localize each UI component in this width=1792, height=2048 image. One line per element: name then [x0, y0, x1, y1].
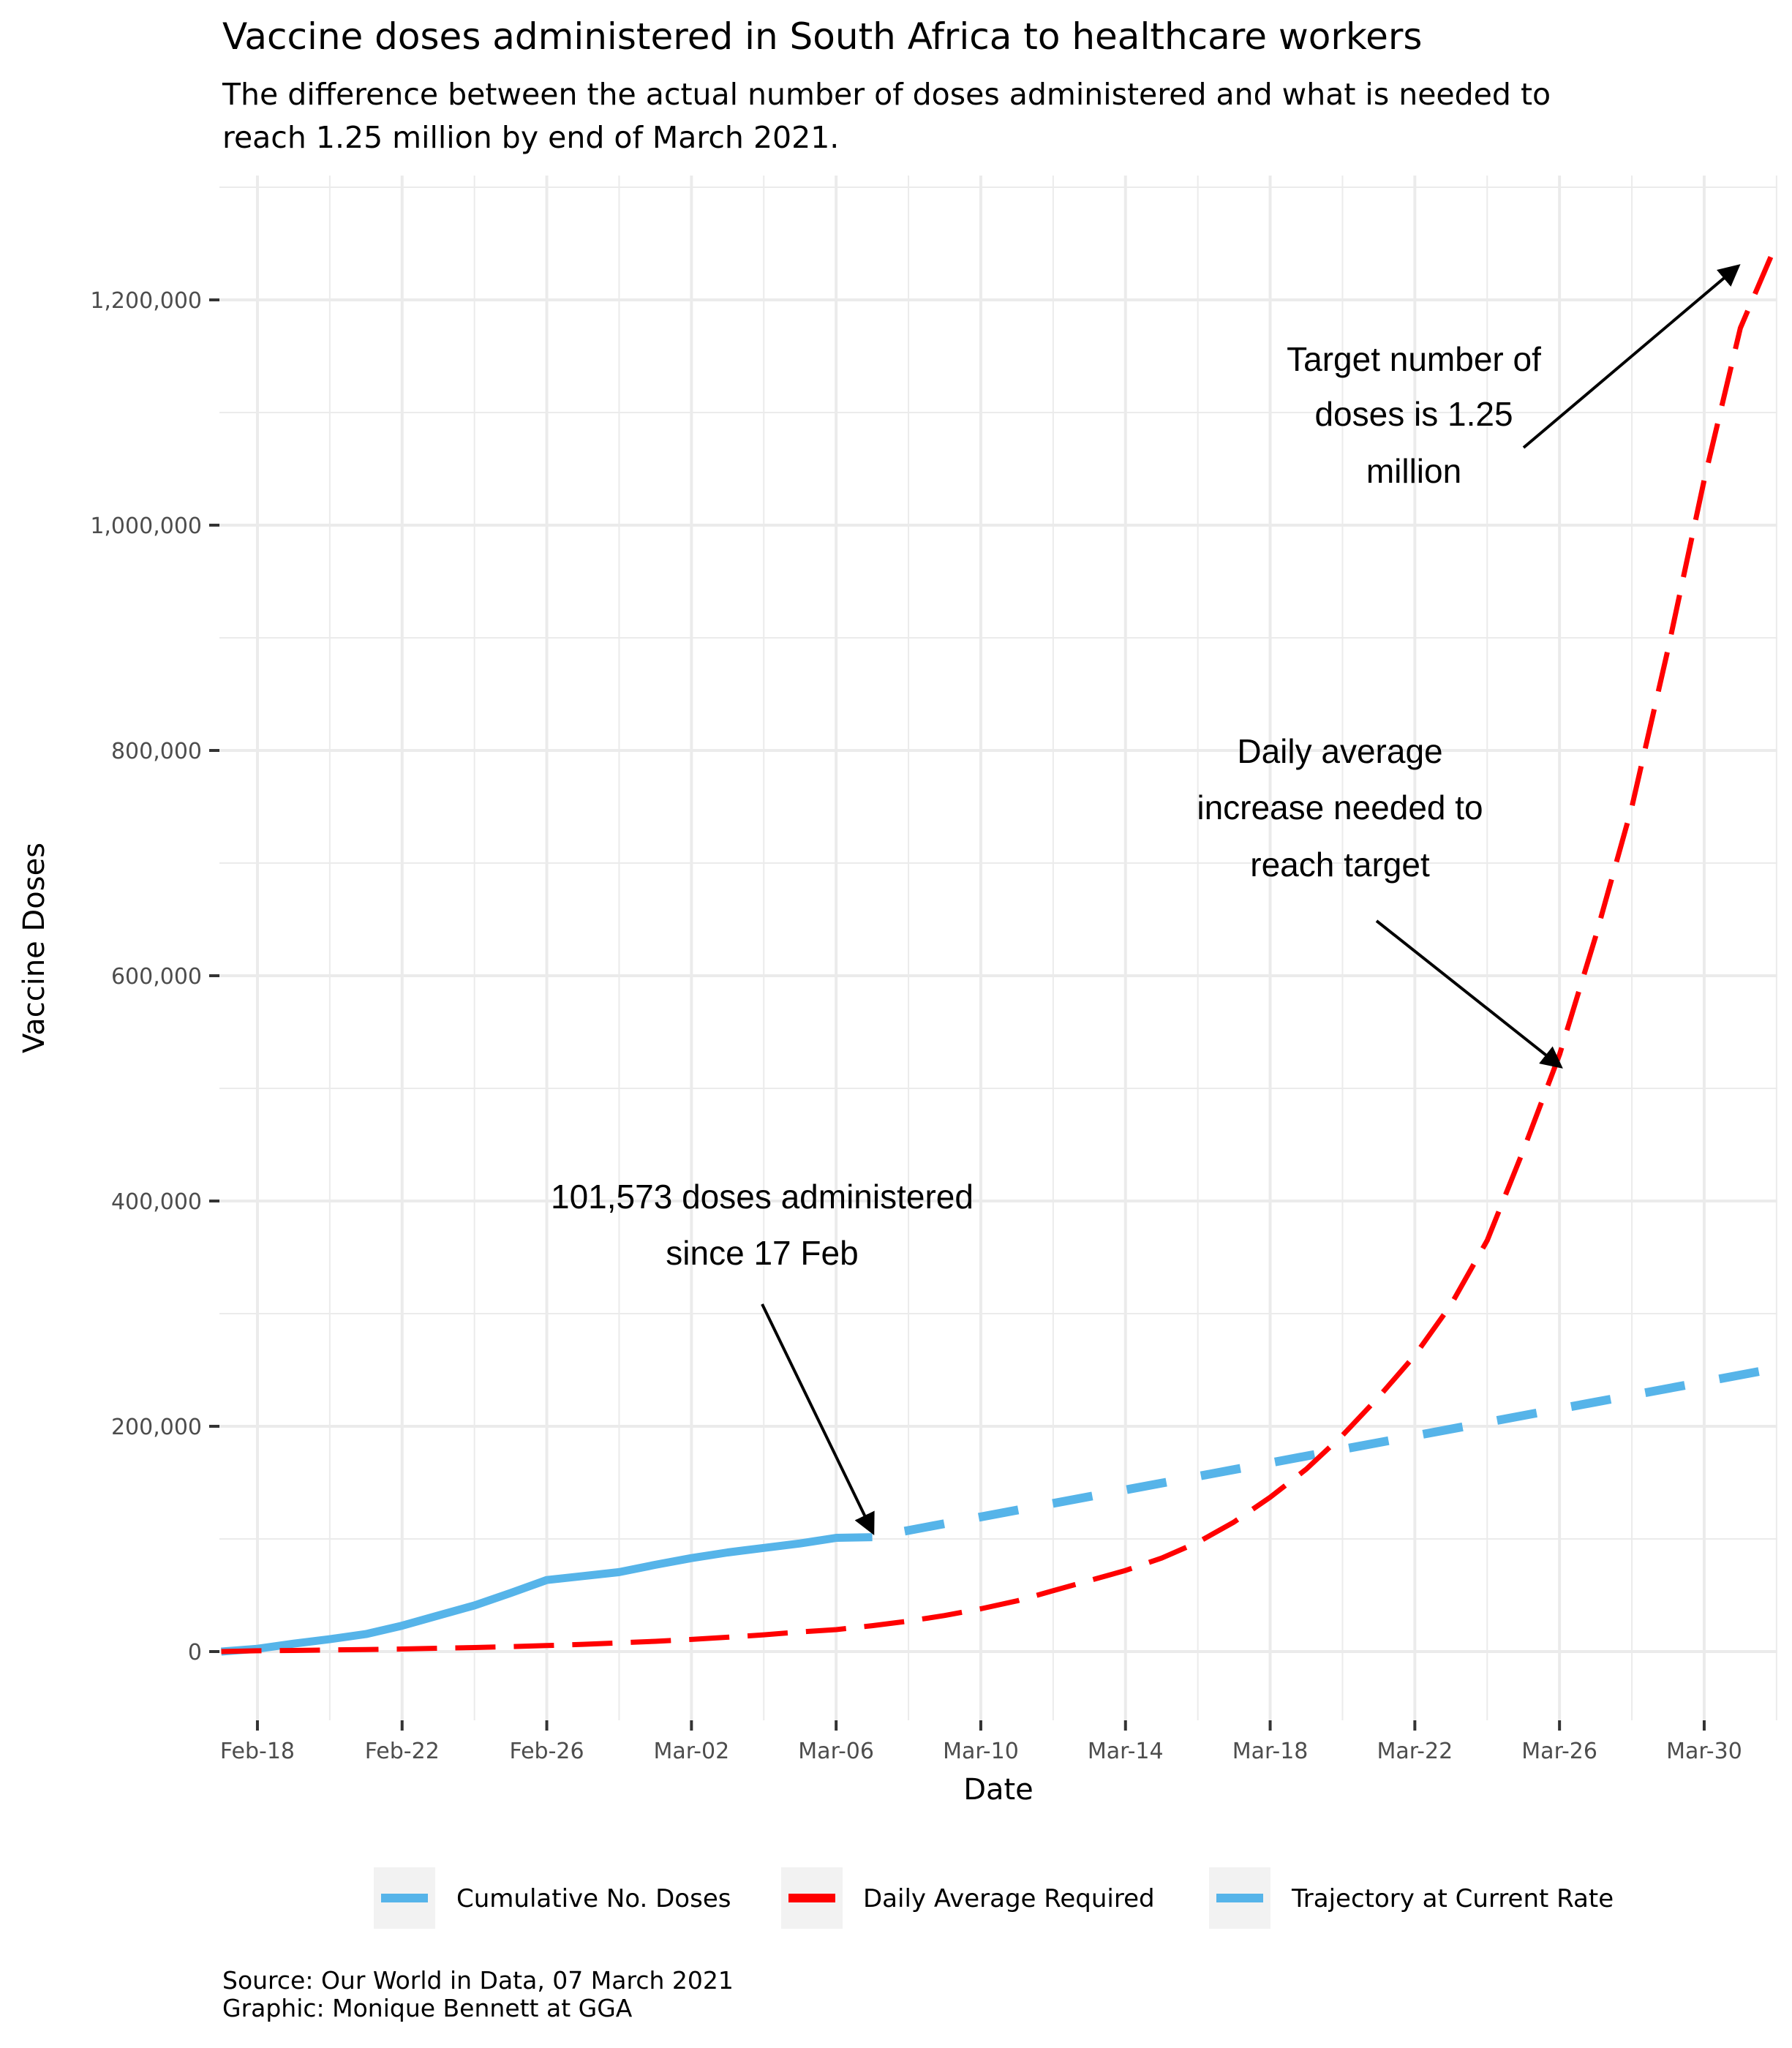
annotation-text-line: million [1366, 452, 1461, 490]
legend: Cumulative No. Doses Daily Average Requir… [374, 1867, 1614, 1929]
x-axis-title: Date [963, 1773, 1034, 1807]
annotation-text-line: 101,573 doses administered [551, 1178, 974, 1216]
annotation-text-line: Target number of [1287, 340, 1541, 378]
y-tick-label: 600,000 [111, 964, 202, 990]
x-tick-label: Mar-26 [1521, 1739, 1597, 1764]
annotation-arrow [761, 1303, 875, 1535]
caption-graphic: Graphic: Monique Bennett at GGA [222, 1994, 633, 2022]
x-tick-label: Feb-18 [220, 1739, 295, 1764]
legend-label: Trajectory at Current Rate [1291, 1884, 1614, 1913]
annotation-target: Target number of doses is 1.25 million [1287, 264, 1741, 490]
series [221, 242, 1777, 1656]
x-tick-label: Feb-26 [509, 1739, 584, 1764]
y-tick-label: 1,000,000 [90, 513, 202, 539]
annotation-text-line: doses is 1.25 [1314, 395, 1513, 433]
daily-average-required-line [221, 242, 1777, 1654]
caption-source: Source: Our World in Data, 07 March 2021 [222, 1966, 734, 1995]
y-tick-label: 200,000 [111, 1415, 202, 1440]
chart-title: Vaccine doses administered in South Afri… [222, 15, 1422, 58]
y-tick-label: 1,200,000 [90, 288, 202, 314]
x-tick-label: Mar-14 [1088, 1739, 1164, 1764]
x-tick-label: Mar-10 [943, 1739, 1019, 1764]
x-tick-label: Mar-30 [1666, 1739, 1742, 1764]
gridlines [219, 176, 1777, 1720]
annotation-text-line: increase needed to [1197, 788, 1483, 827]
axes: 0 200,000 400,000 600,000 800,000 1,000,000 1,… [90, 288, 1742, 1764]
chart-subtitle-line-1: The difference between the actual number… [222, 77, 1551, 112]
x-tick-label: Feb-22 [365, 1739, 440, 1764]
annotation-text-line: reach target [1250, 846, 1430, 884]
x-tick-label: Mar-22 [1377, 1739, 1453, 1764]
y-tick-label: 400,000 [111, 1189, 202, 1215]
x-tick-label: Mar-02 [654, 1739, 730, 1764]
chart-subtitle-line-2: reach 1.25 million by end of March 2021. [222, 120, 839, 155]
legend-label: Cumulative No. Doses [456, 1884, 731, 1913]
annotation-arrow [1522, 264, 1741, 449]
y-axis-title: Vaccine Doses [18, 843, 51, 1053]
annotation-text-line: Daily average [1237, 732, 1442, 770]
annotation-arrow [1375, 919, 1563, 1069]
legend-label: Daily Average Required [863, 1884, 1155, 1913]
x-tick-label: Mar-18 [1232, 1739, 1309, 1764]
y-tick-label: 0 [188, 1640, 202, 1665]
cumulative-no-doses-line [221, 1533, 873, 1656]
legend-item: Trajectory at Current Rate [1209, 1867, 1614, 1929]
x-tick-label: Mar-06 [798, 1739, 874, 1764]
annotation-text-line: since 17 Feb [666, 1234, 858, 1272]
annotations: 101,573 doses administered since 17 Feb Da… [551, 264, 1741, 1535]
annotation-doses-administered: 101,573 doses administered since 17 Feb [551, 1178, 974, 1535]
y-tick-label: 800,000 [111, 739, 202, 764]
annotation-daily-average: Daily average increase needed to reach tar… [1197, 732, 1563, 1069]
legend-item: Daily Average Required [781, 1867, 1155, 1929]
legend-item: Cumulative No. Doses [374, 1867, 731, 1929]
